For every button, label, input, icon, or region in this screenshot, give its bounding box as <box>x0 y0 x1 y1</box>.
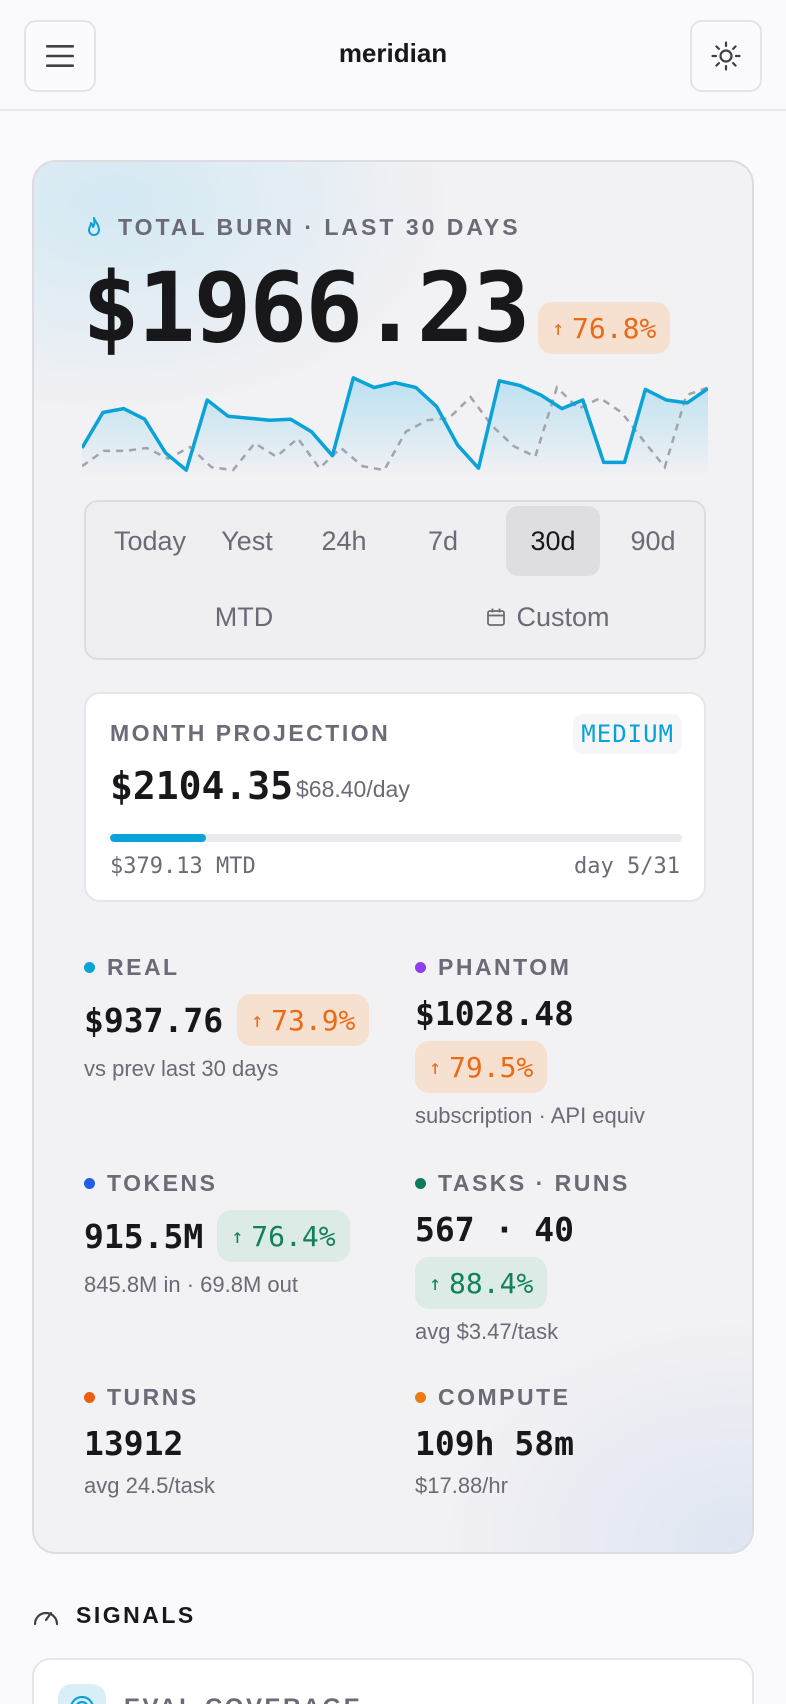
burn-sparkline <box>82 376 708 476</box>
metric-turns-label: TURNS <box>107 1383 199 1410</box>
metric-tokens-delta: ↑ 76.4% <box>217 1210 350 1262</box>
metric-tokens-value: 915.5M <box>84 1216 204 1256</box>
range-yesterday[interactable]: Yest <box>221 525 273 556</box>
range-24h[interactable]: 24h <box>321 525 367 556</box>
metric-real-sub: vs prev last 30 days <box>84 1056 279 1081</box>
metric-phantom-delta-value: 79.5% <box>449 1050 534 1084</box>
metric-real-value: $937.76 <box>84 1000 224 1040</box>
arrow-up-icon: ↑ <box>552 316 565 340</box>
metric-real-label: REAL <box>107 953 180 980</box>
target-icon-container <box>58 1684 106 1704</box>
arrow-up-icon: ↑ <box>429 1271 442 1295</box>
metric-tokens-sub: 845.8M in · 69.8M out <box>84 1272 299 1297</box>
metric-tasks-delta-value: 88.4% <box>449 1266 534 1300</box>
projection-confidence-badge: MEDIUM <box>573 714 682 754</box>
metric-compute-label: COMPUTE <box>438 1383 571 1410</box>
projection-daily-rate: $68.40/day <box>296 776 410 802</box>
metric-tokens-delta-value: 76.4% <box>251 1219 336 1253</box>
arrow-up-icon: ↑ <box>429 1055 442 1079</box>
top-bar: meridian <box>0 0 786 111</box>
month-projection-card: MONTH PROJECTION MEDIUM $2104.35 $68.40/… <box>84 692 706 902</box>
metric-phantom-sub: subscription · API equiv <box>415 1103 645 1128</box>
metric-turns: TURNS 13912 avg 24.5/task <box>84 1382 404 1499</box>
metric-real: REAL $937.76 ↑ 73.9% vs prev last 30 days <box>84 952 404 1082</box>
arrow-up-icon: ↑ <box>231 1224 244 1248</box>
menu-icon <box>46 45 74 67</box>
metric-phantom-delta: ↑ 79.5% <box>415 1041 548 1093</box>
range-custom[interactable]: Custom <box>398 582 698 652</box>
signal-card-title: EVAL COVERAGE <box>124 1694 362 1704</box>
app-title: meridian <box>338 38 448 68</box>
burn-label-text: TOTAL BURN · LAST 30 DAYS <box>118 214 521 240</box>
sparkline-current-period <box>82 376 708 472</box>
theme-toggle-button[interactable] <box>690 20 762 92</box>
phantom-dot-icon <box>415 961 426 973</box>
arrow-up-icon: ↑ <box>251 1008 264 1032</box>
compute-dot-icon <box>415 1391 426 1403</box>
tokens-dot-icon <box>84 1177 95 1189</box>
range-7d[interactable]: 7d <box>427 525 459 556</box>
metric-turns-sub: avg 24.5/task <box>84 1473 215 1498</box>
metric-compute-value: 109h 58m <box>415 1424 574 1463</box>
metric-real-delta: ↑ 73.9% <box>237 994 370 1046</box>
range-30d[interactable]: 30d <box>506 506 600 576</box>
signals-label: SIGNALS <box>76 1602 196 1628</box>
burn-delta-badge: ↑ 76.8% <box>538 302 671 354</box>
total-burn-value: $1966.23 <box>82 252 530 364</box>
metric-tasks-value: 567 · 40 <box>415 1210 574 1249</box>
range-mtd[interactable]: MTD <box>214 601 274 632</box>
projection-label: MONTH PROJECTION <box>110 720 391 746</box>
range-90d[interactable]: 90d <box>630 525 676 556</box>
projection-day: day 5/31 <box>574 854 680 879</box>
menu-button[interactable] <box>24 20 96 92</box>
metric-phantom: PHANTOM $1028.48 ↑ 79.5% subscription · A… <box>415 952 735 1129</box>
signal-card-eval-coverage[interactable]: EVAL COVERAGE <box>32 1658 754 1704</box>
burn-label: TOTAL BURN · LAST 30 DAYS <box>84 214 521 241</box>
sun-icon <box>711 41 741 71</box>
burn-delta-value: 76.8% <box>572 311 657 345</box>
projection-progress-fill <box>110 834 206 842</box>
tasks-dot-icon <box>415 1177 426 1189</box>
calendar-icon <box>487 608 506 626</box>
range-today[interactable]: Today <box>113 525 187 556</box>
gauge-icon <box>33 1611 59 1625</box>
burn-summary-card: TOTAL BURN · LAST 30 DAYS $1966.23 ↑ 76.… <box>32 160 754 1554</box>
metric-compute-sub: $17.88/hr <box>415 1473 508 1498</box>
metric-tasks-sub: avg $3.47/task <box>415 1319 559 1344</box>
metric-tokens: TOKENS 915.5M ↑ 76.4% 845.8M in · 69.8M o… <box>84 1168 404 1298</box>
projection-mtd: $379.13 MTD <box>110 854 256 879</box>
target-icon <box>70 1695 94 1704</box>
metric-tasks-delta: ↑ 88.4% <box>415 1257 548 1309</box>
metric-tokens-label: TOKENS <box>107 1169 218 1196</box>
metric-tasks: TASKS · RUNS 567 · 40 ↑ 88.4% avg $3.47/t… <box>415 1168 735 1345</box>
flame-icon <box>88 216 100 236</box>
metric-compute: COMPUTE 109h 58m $17.88/hr <box>415 1382 735 1499</box>
metric-phantom-label: PHANTOM <box>438 953 572 980</box>
projection-value: $2104.35 <box>110 764 294 808</box>
metric-turns-value: 13912 <box>84 1424 184 1463</box>
turns-dot-icon <box>84 1391 95 1403</box>
metric-phantom-value: $1028.48 <box>415 994 574 1033</box>
signals-section-header: SIGNALS <box>32 1602 196 1629</box>
projection-progress-bar <box>110 834 682 842</box>
range-custom-label: Custom <box>516 601 610 632</box>
range-selector: Today Yest 24h 7d 30d 90d MTD Custom <box>84 500 706 660</box>
sparkline-previous-period <box>82 385 708 472</box>
real-dot-icon <box>84 961 95 973</box>
metric-tasks-label: TASKS · RUNS <box>438 1169 630 1196</box>
metric-real-delta-value: 73.9% <box>271 1003 356 1037</box>
